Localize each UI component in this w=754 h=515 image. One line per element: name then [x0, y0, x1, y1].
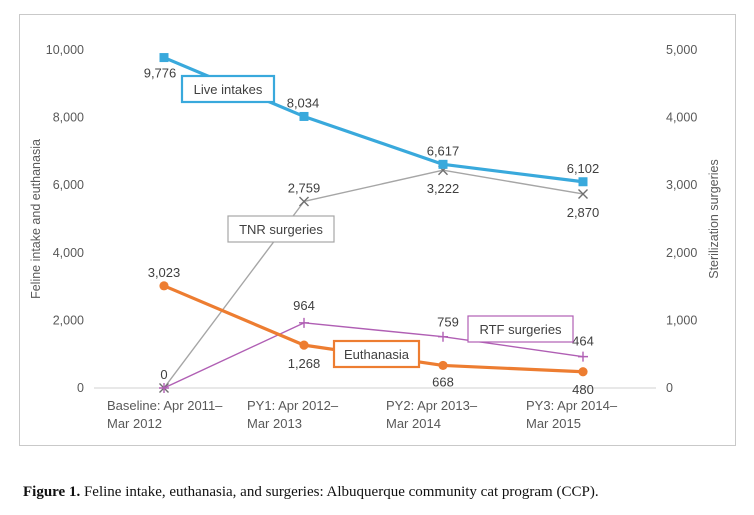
- data-label-euthanasia: 668: [432, 374, 454, 389]
- data-label-tnr-surgeries: 2,870: [567, 205, 600, 220]
- series-name-box-tnr-surgeries: [227, 215, 335, 243]
- data-label-tnr-surgeries: 3,222: [427, 181, 460, 196]
- y-left-tick-label: 2,000: [53, 313, 84, 327]
- series-line-tnr-surgeries: [163, 169, 584, 389]
- figure-label: Figure 1.: [23, 484, 81, 500]
- y-right-tick-label: 0: [666, 381, 673, 395]
- series-line-rtf-surgeries: [163, 322, 584, 389]
- chart-frame: [19, 14, 736, 446]
- y-right-tick-label: 3,000: [666, 178, 697, 192]
- data-label-tnr-surgeries: 2,759: [288, 180, 321, 195]
- x-category-label: PY2: Apr 2013– Mar 2014: [386, 398, 478, 431]
- series-name-rtf-surgeries: RTF surgeries: [479, 322, 562, 337]
- data-point-live-intakes: [299, 111, 309, 121]
- data-point-live-intakes: [438, 159, 448, 169]
- series-name-box-rtf-surgeries: [467, 315, 574, 343]
- y-right-tick-label: 5,000: [666, 43, 697, 57]
- y-left-tick-label: 10,000: [46, 43, 84, 57]
- data-point-euthanasia: [578, 367, 588, 377]
- series-name-tnr-surgeries: TNR surgeries: [239, 222, 323, 237]
- data-point-rtf-surgeries: [438, 331, 448, 342]
- x-category-label: PY3: Apr 2014– Mar 2015: [526, 398, 618, 431]
- series-name-live-intakes: Live intakes: [194, 82, 263, 97]
- data-label-rtf-surgeries: 964: [293, 298, 315, 313]
- data-point-euthanasia: [438, 360, 448, 371]
- data-point-rtf-surgeries: [159, 383, 169, 393]
- caption-text: Feline intake, euthanasia, and surgeries…: [80, 484, 599, 500]
- chart: 0 2,000 4,000 6,000 8,000 10,000 0 1,000 2,000 3,…: [29, 43, 721, 431]
- y-right-tick-label: 1,000: [666, 313, 697, 327]
- y-left-axis-title: Feline intake and euthanasia: [29, 139, 43, 299]
- data-point-tnr-surgeries: [578, 188, 588, 199]
- series-name-box-euthanasia: [332, 339, 421, 369]
- x-category-label-line: PY3: Apr 2014–: [526, 398, 618, 413]
- data-point-live-intakes: [578, 177, 588, 187]
- x-category-label-line: Baseline: Apr 2011–: [107, 398, 223, 413]
- data-label-live-intakes: 6,617: [427, 143, 460, 158]
- x-category-label-line: Mar 2015: [526, 416, 581, 431]
- x-category-label-line: Mar 2012: [107, 416, 162, 431]
- figure-caption: Figure 1. Feline intake, euthanasia, and…: [23, 484, 743, 501]
- data-label-euthanasia: 1,268: [288, 356, 321, 371]
- y-left-tick-label: 4,000: [53, 246, 84, 260]
- x-category-label-line: Mar 2013: [247, 416, 302, 431]
- data-point-rtf-surgeries: [299, 317, 309, 328]
- x-category-label-line: PY1: Apr 2012–: [247, 398, 339, 413]
- data-point-rtf-surgeries: [578, 351, 588, 362]
- x-category-label: Baseline: Apr 2011– Mar 2012: [107, 398, 223, 431]
- data-label-rtf-surgeries: 759: [437, 315, 459, 330]
- x-category-label-line: PY2: Apr 2013–: [386, 398, 478, 413]
- data-label-live-intakes: 8,034: [287, 95, 320, 110]
- data-label-rtf-surgeries: 464: [572, 334, 594, 349]
- data-label-euthanasia: 480: [572, 382, 594, 397]
- data-point-euthanasia: [159, 281, 169, 291]
- x-category-label-line: Mar 2014: [386, 416, 441, 431]
- data-label-live-intakes: 6,102: [567, 161, 600, 176]
- data-point-tnr-surgeries: [299, 196, 309, 207]
- data-label-euthanasia: 3,023: [148, 265, 181, 280]
- data-point-live-intakes: [159, 53, 169, 63]
- y-left-tick-label: 6,000: [53, 178, 84, 192]
- data-point-euthanasia: [299, 340, 309, 350]
- y-right-tick-label: 2,000: [666, 246, 697, 260]
- y-left-tick-label: 8,000: [53, 111, 84, 125]
- y-left-tick-label: 0: [77, 381, 84, 395]
- series-name-euthanasia: Euthanasia: [344, 347, 410, 362]
- y-right-tick-label: 4,000: [666, 111, 697, 125]
- y-right-axis-title: Sterilization surgeries: [707, 159, 721, 279]
- data-label-live-intakes: 9,776: [144, 66, 177, 81]
- data-label-tnr-surgeries: 0: [160, 367, 167, 382]
- series-name-box-live-intakes: [180, 74, 276, 104]
- x-category-label: PY1: Apr 2012– Mar 2013: [247, 398, 339, 431]
